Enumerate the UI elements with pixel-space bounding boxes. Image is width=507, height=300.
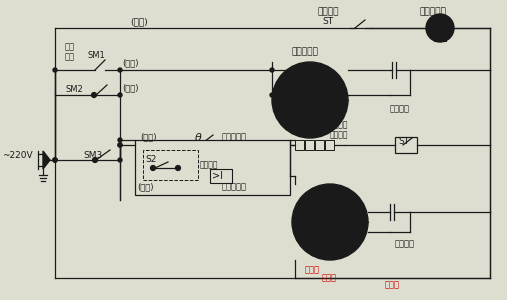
- Bar: [143, 150, 198, 180]
- Bar: [210, 169, 232, 183]
- Text: 冷热开关: 冷热开关: [200, 160, 219, 169]
- Circle shape: [426, 14, 454, 42]
- Text: (风向): (风向): [130, 17, 148, 26]
- Circle shape: [118, 93, 122, 97]
- Circle shape: [53, 158, 57, 162]
- Bar: [315, 140, 324, 150]
- Text: 主控
开关: 主控 开关: [65, 42, 75, 62]
- Text: ST: ST: [322, 17, 333, 26]
- Text: SM1: SM1: [87, 52, 105, 61]
- Text: 风向电动机: 风向电动机: [420, 8, 447, 16]
- Circle shape: [118, 158, 122, 162]
- Text: 过载保护器: 过载保护器: [222, 182, 247, 191]
- Text: 小电容器: 小电容器: [390, 104, 410, 113]
- Circle shape: [118, 138, 122, 142]
- Polygon shape: [43, 151, 50, 169]
- Text: >I: >I: [212, 171, 223, 181]
- Bar: [295, 140, 304, 150]
- Circle shape: [270, 68, 274, 72]
- Circle shape: [118, 143, 122, 147]
- Text: 过热保护器: 过热保护器: [222, 133, 247, 142]
- Circle shape: [272, 62, 348, 138]
- Text: 风向开关: 风向开关: [318, 8, 340, 16]
- Circle shape: [53, 158, 57, 162]
- Bar: [305, 140, 314, 150]
- Text: (制冷): (制冷): [137, 182, 154, 191]
- Circle shape: [292, 184, 368, 260]
- Text: SM2: SM2: [65, 85, 83, 94]
- Text: 电子阀: 电子阀: [385, 280, 400, 290]
- Bar: [135, 140, 290, 195]
- Circle shape: [118, 68, 122, 72]
- Circle shape: [53, 158, 57, 162]
- Circle shape: [151, 166, 156, 170]
- Text: (弱风): (弱风): [122, 83, 138, 92]
- Text: 风扇电动机: 风扇电动机: [292, 47, 319, 56]
- Bar: [395, 137, 417, 153]
- Bar: [325, 140, 334, 150]
- Circle shape: [270, 93, 274, 97]
- Circle shape: [92, 158, 97, 163]
- Text: 压缩机: 压缩机: [305, 266, 320, 274]
- Text: ~220V: ~220V: [2, 151, 32, 160]
- Circle shape: [175, 166, 180, 170]
- Text: S2: S2: [145, 155, 156, 164]
- Circle shape: [53, 68, 57, 72]
- Text: 电加热器
温控开关: 电加热器 温控开关: [330, 120, 348, 140]
- Text: 大电容器: 大电容器: [395, 239, 415, 248]
- Circle shape: [91, 92, 96, 98]
- Text: 电动机: 电动机: [322, 274, 337, 283]
- Text: (强风): (强风): [122, 58, 138, 68]
- Circle shape: [118, 143, 122, 147]
- Text: M: M: [434, 21, 446, 31]
- Text: ST: ST: [398, 137, 409, 146]
- Circle shape: [293, 220, 297, 224]
- Text: θ: θ: [195, 133, 202, 143]
- Text: (制热): (制热): [140, 133, 157, 142]
- Text: SM3: SM3: [83, 151, 102, 160]
